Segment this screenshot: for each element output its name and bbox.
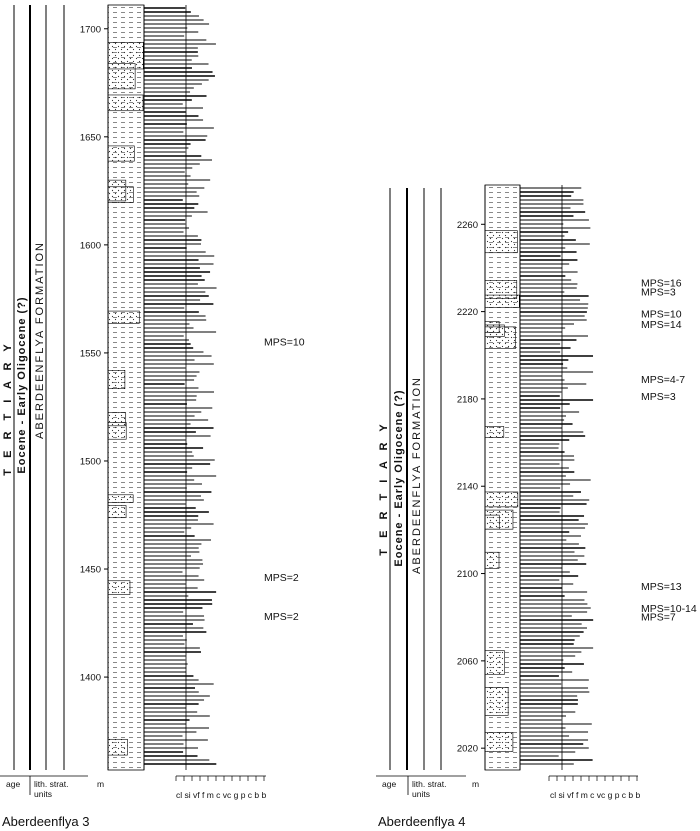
lithology-fill <box>484 184 521 771</box>
sandstone-bed <box>107 505 127 519</box>
sandstone-bed <box>484 491 519 508</box>
depth-tick-label: 2260 <box>457 220 478 231</box>
mps-annotation: MPS=14 <box>641 319 682 331</box>
sandstone-bed <box>107 370 126 389</box>
mps-annotation: MPS=7 <box>641 612 676 624</box>
mps-annotation: MPS=3 <box>641 286 676 298</box>
depth-ticks: 2260 2220 2180 2140 2100 2060 2020 <box>457 220 485 755</box>
depth-tick-label: 1450 <box>80 565 101 576</box>
age-label: T E R T I A R Y <box>2 340 14 475</box>
annotations: MPS=16MPS=3MPS=10MPS=14MPS=4-7MPS=3MPS=1… <box>641 278 697 624</box>
grain-scale-ticks <box>548 776 638 781</box>
sandstone-bed <box>484 687 509 716</box>
log-caption: Aberdeenflya 4 <box>378 814 465 829</box>
depth-tick-label: 2100 <box>457 569 478 580</box>
lithology-column <box>107 4 145 771</box>
mps-annotation: MPS=3 <box>641 391 676 403</box>
mps-annotation: MPS=13 <box>641 581 682 593</box>
log-aberdeenflya-4: T E R T I A R Y Eocene - Early Oligocene… <box>376 184 697 829</box>
footer-units: units <box>412 789 430 799</box>
sandstone-bed <box>107 580 131 595</box>
mps-annotation: MPS=2 <box>264 572 299 584</box>
lithology-column <box>484 184 521 771</box>
depth-tick-label: 1500 <box>80 456 101 467</box>
sandstone-bed <box>484 509 514 530</box>
sandstone-bed <box>484 230 518 254</box>
sandstone-bed <box>107 494 134 503</box>
sandstone-bed <box>107 145 135 162</box>
depth-tick-label: 2180 <box>457 394 478 405</box>
formation-label: ABERDEENFLYA FORMATION <box>34 241 46 439</box>
epoch-label: Eocene - Early Oligocene (?) <box>16 296 28 473</box>
log-aberdeenflya-3: T E R T I A R Y Eocene - Early Oligocene… <box>0 4 305 829</box>
log-caption: Aberdeenflya 3 <box>2 814 89 829</box>
depth-tick-label: 1550 <box>80 348 101 359</box>
annotations: MPS=10 MPS=2 MPS=2 <box>264 337 305 623</box>
depth-tick-label: 2060 <box>457 656 478 667</box>
sandstone-bed <box>484 324 505 337</box>
sandstone-bed <box>484 280 518 299</box>
footer-age: age <box>6 779 20 789</box>
mps-annotation: MPS=2 <box>264 611 299 623</box>
sandstone-bed <box>484 732 514 752</box>
grain-size-bars <box>520 185 594 770</box>
epoch-label: Eocene - Early Oligocene (?) <box>393 389 405 566</box>
footer-units: units <box>34 789 52 799</box>
footer-age: age <box>382 779 396 789</box>
mps-annotation: MPS=4-7 <box>641 374 685 386</box>
sandstone-bed <box>107 179 127 202</box>
footer-lith: lith. strat. <box>412 779 446 789</box>
depth-tick-label: 1650 <box>80 132 101 143</box>
footer-grain: cl si vf f m c vc g p c b b <box>550 790 640 800</box>
sandstone-bed <box>484 426 505 438</box>
depth-tick-label: 2020 <box>457 744 478 755</box>
sandstone-bed <box>107 94 144 112</box>
sandstone-bed <box>484 650 505 675</box>
depth-ticks: 1700 1650 1600 1550 1500 1450 1400 <box>80 24 108 684</box>
mps-annotation: MPS=16 <box>641 278 682 290</box>
footer-m: m <box>97 779 104 789</box>
mps-annotation: MPS=10-14 <box>641 603 697 615</box>
age-label: T E R T I A R Y <box>378 420 390 555</box>
footer-m: m <box>472 779 479 789</box>
sandstone-bed <box>107 738 128 756</box>
depth-tick-label: 1600 <box>80 240 101 251</box>
sandstone-bed <box>107 310 140 324</box>
sandstone-bed <box>107 42 144 70</box>
mps-annotation: MPS=10 <box>641 308 682 320</box>
sandstone-bed <box>484 551 500 569</box>
footer-grain: cl si vf f m c vc g p c b b <box>176 790 266 800</box>
sandstone-bed <box>107 412 127 427</box>
depth-tick-label: 2220 <box>457 307 478 318</box>
depth-tick-label: 1700 <box>80 24 101 35</box>
depth-tick-label: 1400 <box>80 673 101 684</box>
footer-lith: lith. strat. <box>34 779 68 789</box>
formation-label: ABERDEENFLYA FORMATION <box>411 376 423 574</box>
grain-size-bars <box>144 5 217 770</box>
depth-tick-label: 2140 <box>457 482 478 493</box>
grain-scale-ticks <box>175 776 265 781</box>
mps-annotation: MPS=10 <box>264 337 305 349</box>
